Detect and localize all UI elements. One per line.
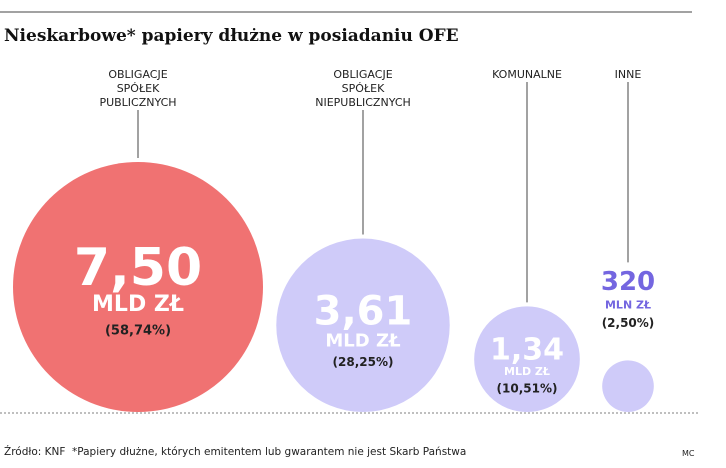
category-label: KOMUNALNE (492, 68, 562, 81)
share-label: (2,50%) (602, 316, 655, 330)
credit: MC (682, 449, 695, 458)
share-label: (10,51%) (497, 382, 558, 396)
unit-label: MLD ZŁ (504, 365, 550, 378)
chart-title: Nieskarbowe* papiery dłużne w posiadaniu… (4, 26, 459, 46)
category-label: OBLIGACJE SPÓŁEK NIEPUBLICZNYCH (315, 68, 411, 109)
category-label: OBLIGACJE SPÓŁEK PUBLICZNYCH (99, 68, 177, 109)
bubble (474, 306, 580, 413)
bubble (602, 360, 654, 412)
bubble (276, 238, 450, 412)
unit-label: MLN ZŁ (605, 298, 651, 311)
category-label: INNE (614, 68, 642, 81)
value-label: 1,34 (490, 333, 564, 368)
share-label: (28,25%) (333, 355, 394, 369)
source: Źródło: KNF (4, 446, 66, 458)
share-label: (58,74%) (105, 324, 171, 339)
value-label: 320 (601, 267, 655, 297)
value-label: 7,50 (74, 238, 202, 298)
note: *Papiery dłużne, których emitentem lub g… (72, 446, 467, 458)
bubble (13, 162, 263, 412)
value-label: 3,61 (314, 288, 413, 334)
unit-label: MLD ZŁ (92, 292, 184, 317)
unit-label: MLD ZŁ (325, 330, 401, 351)
